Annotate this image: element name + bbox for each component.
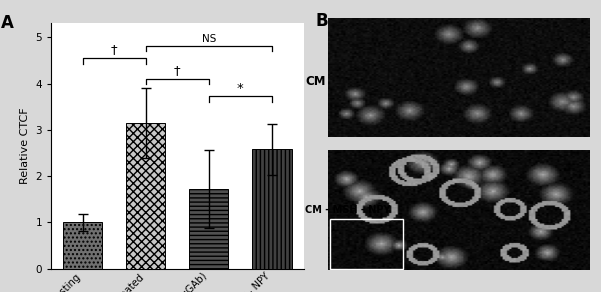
Bar bbox=[63, 223, 102, 269]
Text: *: * bbox=[237, 82, 244, 95]
Text: A: A bbox=[1, 13, 13, 32]
Bar bbox=[189, 189, 228, 269]
Bar bbox=[330, 219, 403, 269]
Text: CM: CM bbox=[305, 75, 326, 88]
Text: B: B bbox=[316, 12, 328, 30]
Text: †: † bbox=[174, 64, 181, 77]
Bar bbox=[126, 123, 165, 269]
Text: CM - MSH - NPY: CM - MSH - NPY bbox=[305, 205, 391, 215]
Bar bbox=[252, 149, 291, 269]
Text: NS: NS bbox=[202, 34, 216, 44]
Y-axis label: Relative CTCF: Relative CTCF bbox=[20, 108, 30, 184]
Text: †: † bbox=[111, 43, 118, 56]
